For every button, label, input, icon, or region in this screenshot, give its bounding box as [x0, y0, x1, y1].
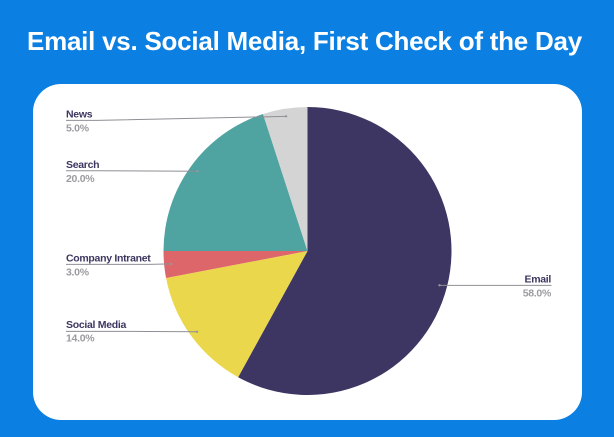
svg-text:5.0%: 5.0%: [66, 123, 90, 135]
svg-text:Social Media: Social Media: [66, 319, 126, 331]
svg-text:3.0%: 3.0%: [66, 267, 90, 279]
svg-text:Email: Email: [524, 273, 551, 285]
svg-text:Search: Search: [66, 159, 99, 171]
svg-text:58.0%: 58.0%: [523, 288, 552, 300]
svg-text:14.0%: 14.0%: [66, 332, 95, 344]
svg-text:News: News: [66, 109, 93, 121]
svg-text:20.0%: 20.0%: [66, 173, 95, 185]
svg-text:Company Intranet: Company Intranet: [66, 253, 151, 265]
